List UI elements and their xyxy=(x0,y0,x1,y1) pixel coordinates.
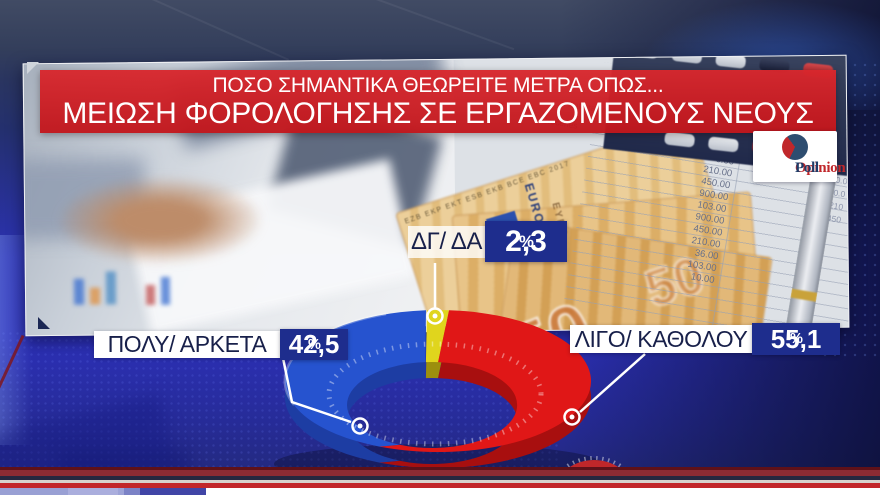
label-ligo-katholoy: ΛΙΓΟ/ ΚΑΘΟΛΟΥ xyxy=(570,325,752,353)
question-banner: ΠΟΣΟ ΣΗΜΑΝΤΙΚΑ ΘΕΩΡΕΙΤΕ ΜΕΤΡΑ ΟΠΩΣ... ΜΕ… xyxy=(40,70,836,133)
pie-logo-icon xyxy=(782,134,808,160)
opinion-poll-logo: Opinion Poll xyxy=(753,131,846,182)
stripe xyxy=(0,467,880,470)
donut-segment-top xyxy=(379,310,592,453)
value-dg-da: 2,3% xyxy=(485,221,567,262)
callout-markers xyxy=(351,307,581,435)
value-ligo-katholoy: 55,1% xyxy=(752,323,840,355)
logo-part1: Opinion xyxy=(795,160,846,176)
value-number: 55,1 xyxy=(770,323,822,354)
label-dg-da: ΔΓ/ ΔΑ xyxy=(408,226,485,258)
donut-tick-marks xyxy=(326,341,544,447)
panel-corner-fold-icon xyxy=(27,62,39,74)
question-line1: ΠΟΣΟ ΣΗΜΑΝΤΙΚΑ ΘΕΩΡΕΙΤΕ ΜΕΤΡΑ ΟΠΩΣ... xyxy=(212,74,664,97)
stripe xyxy=(0,483,880,488)
value-poly-arketa: 42,5% xyxy=(280,329,348,360)
stripe xyxy=(0,470,880,476)
logo-part2: Poll xyxy=(795,160,819,176)
stripe xyxy=(0,476,880,480)
stripe xyxy=(0,480,880,483)
callout-lines xyxy=(281,263,646,424)
percent-sign: % xyxy=(519,231,534,251)
label-poly-arketa: ΠΟΛΥ/ ΑΡΚΕΤΑ xyxy=(94,331,280,358)
bottom-stripes xyxy=(0,467,880,495)
value-number: 42,5 xyxy=(288,329,340,359)
value-number: 2,3 xyxy=(505,224,547,258)
panel-corner-fold-icon xyxy=(38,317,50,329)
percent-sign: % xyxy=(790,331,803,347)
ticker-cell xyxy=(0,488,68,495)
ticker-row xyxy=(0,488,880,495)
percent-sign: % xyxy=(308,336,321,353)
question-line2: ΜΕΙΩΣΗ ΦΟΡΟΛΟΓΗΣΗΣ ΣΕ ΕΡΓΑΖΟΜΕΝΟΥΣ ΝΕΟΥΣ xyxy=(62,97,814,130)
